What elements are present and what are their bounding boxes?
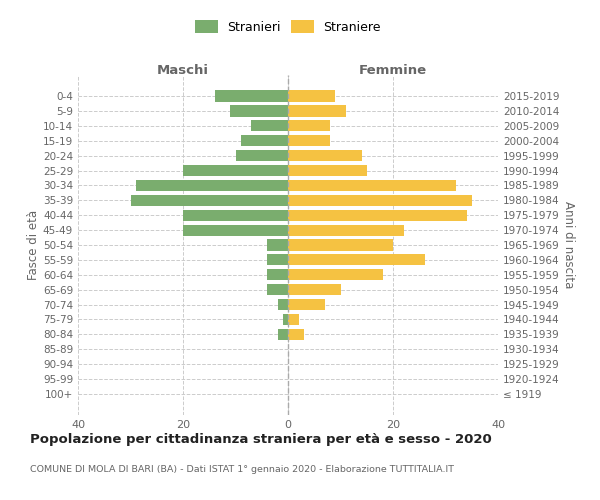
Text: COMUNE DI MOLA DI BARI (BA) - Dati ISTAT 1° gennaio 2020 - Elaborazione TUTTITAL: COMUNE DI MOLA DI BARI (BA) - Dati ISTAT… [30,466,454,474]
Bar [288,135,330,146]
Bar [230,106,288,117]
Y-axis label: Fasce di età: Fasce di età [27,210,40,280]
Text: Femmine: Femmine [359,64,427,76]
Bar [277,329,288,340]
Bar [183,224,288,235]
Bar [288,194,472,206]
Bar [267,269,288,280]
Bar [288,299,325,310]
Bar [288,90,335,102]
Bar [136,180,288,191]
Bar [215,90,288,102]
Bar [288,120,330,132]
Bar [267,284,288,296]
Bar [288,329,304,340]
Legend: Stranieri, Straniere: Stranieri, Straniere [195,20,381,34]
Bar [288,165,367,176]
Bar [183,210,288,221]
Text: Popolazione per cittadinanza straniera per età e sesso - 2020: Popolazione per cittadinanza straniera p… [30,432,492,446]
Bar [288,314,299,325]
Bar [241,135,288,146]
Bar [283,314,288,325]
Bar [277,299,288,310]
Y-axis label: Anni di nascita: Anni di nascita [562,202,575,288]
Bar [288,106,346,117]
Bar [267,240,288,250]
Bar [288,150,361,161]
Text: Maschi: Maschi [157,64,209,76]
Bar [288,254,425,266]
Bar [288,180,456,191]
Bar [130,194,288,206]
Bar [267,254,288,266]
Bar [183,165,288,176]
Bar [288,224,404,235]
Bar [288,210,467,221]
Bar [288,269,383,280]
Bar [251,120,288,132]
Bar [288,240,393,250]
Bar [235,150,288,161]
Bar [288,284,341,296]
